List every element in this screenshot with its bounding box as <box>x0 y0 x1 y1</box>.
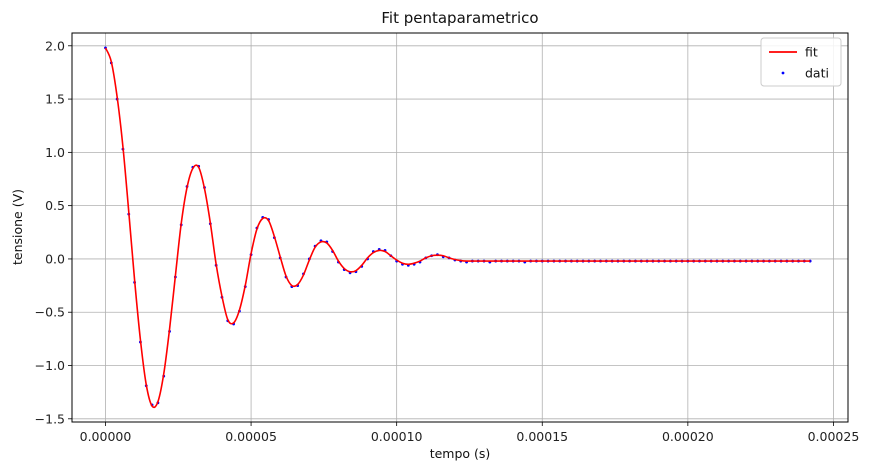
grid <box>72 33 848 422</box>
y-tick-label: 0.5 <box>45 198 65 213</box>
y-tick-label: 0.0 <box>45 251 65 266</box>
plot-frame <box>71 32 849 423</box>
x-axis-label: tempo (s) <box>430 446 491 461</box>
legend-box <box>760 37 842 87</box>
x-ticks: 0.00000 0.00005 0.00010 0.00015 0.00020 0.000… <box>80 422 860 444</box>
legend-swatch-point <box>781 71 785 75</box>
x-tick-label: 0.00010 <box>371 429 423 444</box>
x-tick-label: 0.00005 <box>225 429 277 444</box>
x-tick-label: 0.00020 <box>662 429 714 444</box>
x-tick-label: 0.00025 <box>808 429 860 444</box>
series-fit-line <box>104 47 811 409</box>
y-tick-label: 1.5 <box>45 92 65 107</box>
legend-label: fit <box>805 45 818 60</box>
y-tick-label: 1.0 <box>45 145 65 160</box>
y-axis-label: tensione (V) <box>10 189 25 265</box>
y-tick-label: −1.5 <box>35 411 65 426</box>
legend-label: dati <box>805 66 829 81</box>
x-tick-label: 0.00015 <box>516 429 568 444</box>
chart-title: Fit pentaparametrico <box>381 9 538 27</box>
x-tick-label: 0.00000 <box>80 429 132 444</box>
legend: fit dati <box>760 37 842 87</box>
series-layer <box>104 46 812 409</box>
y-tick-label: 2.0 <box>45 38 65 53</box>
y-tick-label: −1.0 <box>35 358 65 373</box>
y-tick-label: −0.5 <box>35 305 65 320</box>
y-ticks: −1.5 −1.0 −0.5 0.0 0.5 1.0 1.5 2.0 <box>35 38 72 426</box>
